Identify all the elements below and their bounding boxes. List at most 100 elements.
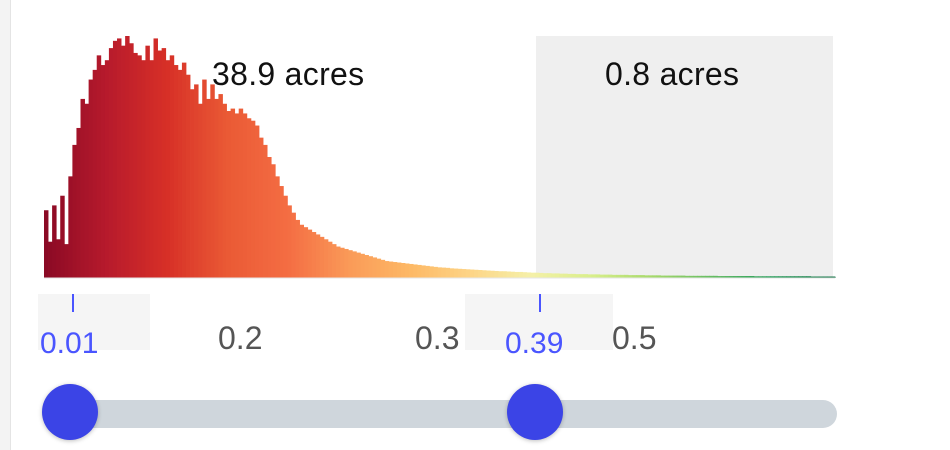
histogram-bar [563,273,568,278]
histogram-bar [615,274,621,278]
histogram-bar [153,38,158,278]
histogram-bar [194,84,199,279]
histogram-bar [396,262,402,278]
histogram-bar [68,176,73,278]
histogram-bar [104,60,110,279]
histogram-bar [303,227,309,278]
histogram-bar [234,113,240,278]
histogram-bar [311,232,317,278]
histogram-bar [603,274,609,278]
histogram-bar [518,271,524,278]
histogram-bar [429,266,434,278]
histogram-bar [88,79,94,278]
histogram-bar [757,276,763,278]
range-slider-track[interactable] [45,400,837,428]
histogram-bar [701,275,706,278]
histogram-bar [567,273,572,278]
range-slider-low-handle[interactable] [42,384,98,440]
histogram-bar [534,272,540,278]
histogram-bar [490,270,495,278]
histogram-bar [595,274,601,278]
histogram-bar [465,269,471,278]
histogram-bar [72,144,77,278]
histogram-bar [319,236,325,278]
axis-tick-0-2: 0.2 [218,320,263,356]
histogram-bar [737,276,743,278]
histogram-bar [579,274,584,278]
histogram-bar [214,98,219,278]
range-slider-high-handle[interactable] [507,384,563,440]
histogram-bar [173,65,179,278]
histogram-bar [486,270,491,278]
histogram-bar [169,55,175,278]
histogram-bar [405,263,410,278]
histogram-bar [571,273,576,278]
histogram-bar [494,270,499,278]
histogram-bar [713,275,718,278]
histogram-bar [177,69,183,278]
histogram-bar [210,84,215,279]
histogram-bar [644,275,649,278]
histogram-bar [340,247,345,278]
histogram-bar [141,60,146,279]
histogram-bar [364,255,369,278]
excluded-range-shading [536,36,833,278]
histogram-bar [624,274,629,278]
excluded-area-label: 0.8 acres [605,56,740,92]
histogram-bar [628,275,633,278]
histogram-bar [137,55,142,278]
histogram-bar [125,36,130,278]
histogram-bar [356,252,361,278]
histogram-bar [786,276,791,278]
histogram-bar [648,275,653,278]
histogram-bar [684,275,690,278]
histogram-bar [202,79,207,278]
histogram-bar [806,276,812,278]
histogram-bar [117,38,122,278]
histogram-bar [185,74,191,278]
histogram-bar [198,103,203,278]
histogram-bar [218,94,223,278]
histogram-bar [380,259,386,278]
histogram-bar [469,269,475,278]
histogram-bar [181,62,187,279]
histogram-bar [425,265,430,278]
histogram-bar [620,274,625,278]
histogram-bar [242,113,248,278]
histogram-bar [84,103,90,278]
histogram-bar [761,276,767,278]
histogram-bar [457,268,463,278]
histogram-bar [680,275,686,278]
histogram-bar [749,276,755,278]
histogram-bar [48,241,53,278]
histogram-bar [206,98,211,278]
histogram-bar [766,276,771,278]
histogram-bar [636,275,641,278]
histogram-bar [693,275,698,278]
histogram-bar [514,271,519,278]
histogram-bar [149,60,154,279]
histogram-bar [672,275,678,278]
histogram-bar [165,60,171,279]
histogram-bar [60,195,65,278]
histogram-bar [632,275,637,278]
histogram-bar [352,251,357,278]
histogram-bar [254,125,260,278]
histogram-bar [400,263,406,278]
histogram-chart [44,36,836,279]
histogram-bar [709,275,714,278]
histogram-bar [770,276,775,278]
histogram-bar [283,195,288,278]
histogram-bar [230,108,236,278]
histogram-bar [591,274,597,278]
histogram-bar [279,186,284,278]
histogram-bar [161,48,167,278]
histogram-bar [327,241,333,278]
histogram-bar [76,127,81,279]
histogram-bar [652,275,657,278]
histogram-bar [733,276,739,278]
histogram-bar [409,263,414,278]
histogram-bar [782,276,787,278]
histogram-bar [258,137,264,278]
